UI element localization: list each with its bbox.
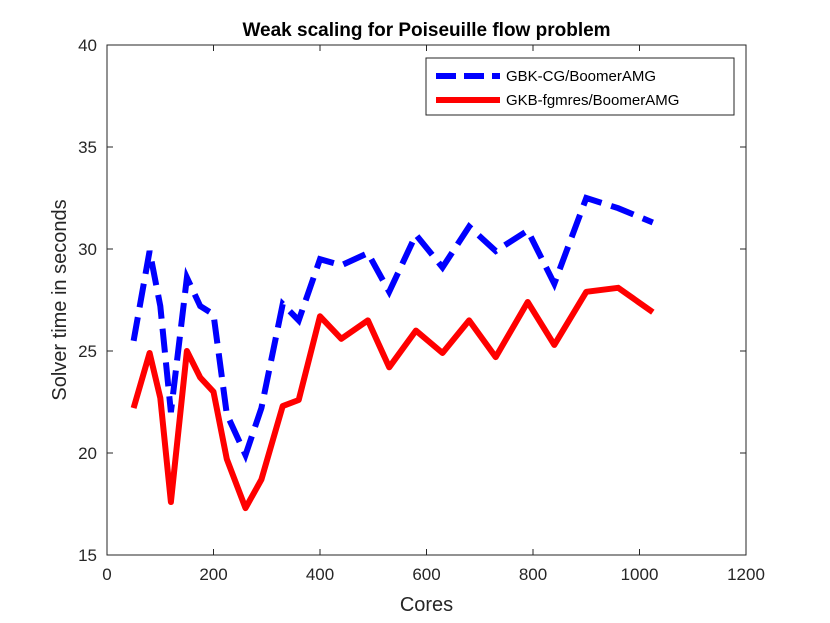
chart-title: Weak scaling for Poiseuille flow problem (242, 20, 610, 41)
x-tick-label: 800 (519, 565, 547, 584)
y-tick-label: 15 (78, 546, 97, 565)
y-axis-label: Solver time in seconds (49, 199, 71, 400)
x-tick-label: 200 (199, 565, 227, 584)
ticks-layer: 0 200 400 600 800 1000 1200 15 20 25 30 35 40 (78, 36, 765, 584)
y-tick-label: 20 (78, 444, 97, 463)
legend-entry-gkb-fgmres: GKB-fgmres/BoomerAMG (506, 92, 679, 109)
legend-entry-gbk-cg: GBK-CG/BoomerAMG (506, 68, 656, 85)
x-tick-label: 1200 (727, 565, 765, 584)
y-tick-label: 40 (78, 36, 97, 55)
series-layer (130, 194, 655, 512)
y-tick-label: 35 (78, 138, 97, 157)
x-axis-label: Cores (400, 594, 453, 616)
legend: GBK-CG/BoomerAMG GKB-fgmres/BoomerAMG (425, 57, 735, 116)
plot-area (107, 45, 746, 555)
x-tick-label: 400 (306, 565, 334, 584)
x-tick-label: 0 (102, 565, 111, 584)
y-tick-label: 25 (78, 342, 97, 361)
legend-box (425, 57, 735, 116)
plot-background (107, 45, 746, 555)
x-tick-label: 1000 (621, 565, 659, 584)
y-tick-label: 30 (78, 240, 97, 259)
x-tick-label: 600 (412, 565, 440, 584)
